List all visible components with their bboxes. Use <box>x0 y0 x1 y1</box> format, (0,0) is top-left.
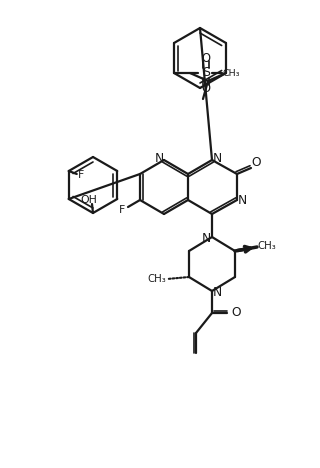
Text: F: F <box>78 170 84 180</box>
Text: N: N <box>201 232 211 244</box>
Text: CH₃: CH₃ <box>148 274 166 284</box>
Text: N: N <box>212 153 222 166</box>
Text: F: F <box>119 205 125 215</box>
Text: CH₃: CH₃ <box>258 241 276 251</box>
Text: O: O <box>251 156 261 169</box>
Text: O: O <box>202 81 211 95</box>
Text: N: N <box>237 193 247 206</box>
Text: O: O <box>202 51 211 65</box>
Text: N: N <box>154 153 164 166</box>
Text: N: N <box>212 285 222 299</box>
Text: OH: OH <box>81 195 97 205</box>
Text: CH₃: CH₃ <box>222 68 240 78</box>
Text: S: S <box>202 66 210 80</box>
Text: O: O <box>231 307 241 320</box>
